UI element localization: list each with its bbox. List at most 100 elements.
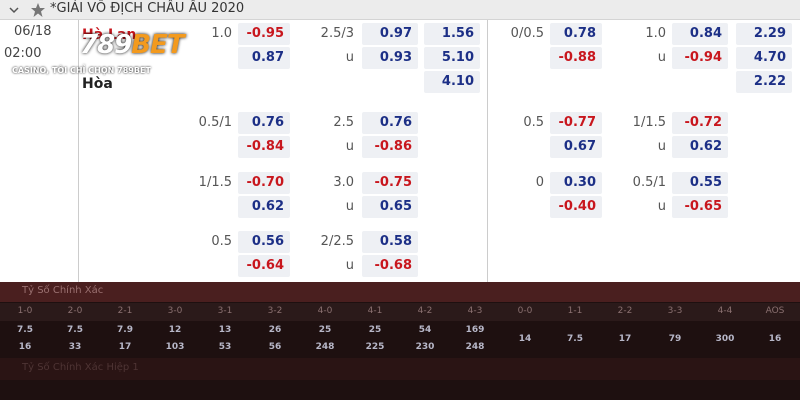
over-odds[interactable]: 0.55 (672, 172, 728, 194)
score-odds: 12 (168, 325, 182, 335)
score-label: 1-0 (17, 306, 33, 316)
total-line: 2.5/3 (320, 26, 354, 41)
half-divider (487, 20, 488, 282)
under-label: u (657, 139, 666, 154)
home-odds[interactable]: 0.76 (238, 112, 290, 134)
1x2-odds[interactable]: 2.29 (736, 23, 792, 45)
score-row (0, 303, 800, 321)
star-icon[interactable] (30, 2, 46, 18)
away-odds[interactable]: -0.84 (238, 136, 290, 158)
score-label: 4-3 (467, 306, 483, 316)
over-odds[interactable]: 0.76 (362, 112, 418, 134)
handicap-line: 1/1.5 (198, 175, 232, 190)
under-odds[interactable]: -0.65 (672, 196, 728, 218)
score-odds: 79 (668, 334, 682, 344)
score-odds: 169 (465, 325, 485, 335)
home-odds[interactable]: 0.30 (550, 172, 602, 194)
score-label: 2-1 (117, 306, 133, 316)
score-label: 4-0 (317, 306, 333, 316)
home-odds[interactable]: 0.56 (238, 231, 290, 253)
total-line: 1.0 (645, 26, 666, 41)
under-label: u (657, 199, 666, 214)
score-label: 3-3 (667, 306, 683, 316)
score-odds: 25 (368, 325, 382, 335)
away-odds[interactable]: 0.87 (238, 47, 290, 69)
away-odds[interactable]: -0.40 (550, 196, 602, 218)
total-line: 1/1.5 (632, 115, 666, 130)
1x2-odds[interactable]: 5.10 (424, 47, 480, 69)
logo-number: 789 (80, 30, 132, 60)
score-odds: 17 (118, 342, 132, 352)
score-odds: 7.5 (17, 325, 33, 335)
score-odds: 248 (465, 342, 485, 352)
score-odds: 230 (415, 342, 435, 352)
under-label: u (345, 139, 354, 154)
match-time: 02:00 (4, 46, 42, 61)
score-label: 3-2 (267, 306, 283, 316)
away-odds[interactable]: -0.88 (550, 47, 602, 69)
home-odds[interactable]: -0.77 (550, 112, 602, 134)
score-odds: 16 (768, 334, 782, 344)
score-odds: 17 (618, 334, 632, 344)
score-odds: 7.9 (117, 325, 133, 335)
over-odds[interactable]: 0.58 (362, 231, 418, 253)
score-odds: 56 (268, 342, 282, 352)
score-label: 2-0 (67, 306, 83, 316)
away-odds[interactable]: 0.67 (550, 136, 602, 158)
home-odds[interactable]: -0.70 (238, 172, 290, 194)
under-odds[interactable]: 0.65 (362, 196, 418, 218)
under-odds[interactable]: -0.94 (672, 47, 728, 69)
under-odds[interactable]: 0.62 (672, 136, 728, 158)
under-label: u (345, 258, 354, 273)
over-odds[interactable]: 0.97 (362, 23, 418, 45)
league-header: *GIẢI VÔ ĐỊCH CHÂU ÂU 2020 (0, 0, 800, 20)
score-label: AOS (765, 306, 785, 316)
away-odds[interactable]: 0.62 (238, 196, 290, 218)
under-label: u (345, 199, 354, 214)
1x2-odds[interactable]: 2.22 (736, 71, 792, 93)
score-label: 0-0 (517, 306, 533, 316)
first-half-title: Tỷ Số Chính Xác Hiệp 1 (22, 362, 139, 373)
score-odds: 25 (318, 325, 332, 335)
draw-label: Hòa (82, 76, 113, 92)
home-odds[interactable]: -0.95 (238, 23, 290, 45)
under-odds[interactable]: -0.68 (362, 255, 418, 277)
logo-word: BET (131, 30, 184, 60)
score-odds: 13 (218, 325, 232, 335)
under-odds[interactable]: 0.93 (362, 47, 418, 69)
over-odds[interactable]: 0.84 (672, 23, 728, 45)
score-odds: 103 (165, 342, 185, 352)
first-half-header: Tỷ Số Chính Xác Hiệp 1 (0, 358, 800, 380)
score-odds: 7.5 (567, 334, 583, 344)
1x2-odds[interactable]: 1.56 (424, 23, 480, 45)
score-odds: 53 (218, 342, 232, 352)
handicap-line: 0.5 (523, 115, 544, 130)
column-divider (78, 20, 79, 282)
score-odds: 7.5 (67, 325, 83, 335)
score-label: 2-2 (617, 306, 633, 316)
logo: 789BET (80, 30, 185, 60)
away-odds[interactable]: -0.64 (238, 255, 290, 277)
over-odds[interactable]: -0.72 (672, 112, 728, 134)
1x2-odds[interactable]: 4.10 (424, 71, 480, 93)
over-odds[interactable]: -0.75 (362, 172, 418, 194)
score-odds: 54 (418, 325, 432, 335)
score-odds: 248 (315, 342, 335, 352)
league-title: *GIẢI VÔ ĐỊCH CHÂU ÂU 2020 (50, 1, 245, 16)
correct-score-title: Tỷ Số Chính Xác (22, 285, 104, 296)
collapse-icon[interactable] (8, 5, 20, 15)
score-label: 4-2 (417, 306, 433, 316)
total-line: 2.5 (333, 115, 354, 130)
score-odds: 14 (518, 334, 532, 344)
logo-slogan: CASINO, TÔI CHỈ CHỌN 789BET (12, 66, 151, 75)
score-label: 4-4 (717, 306, 733, 316)
1x2-odds[interactable]: 4.70 (736, 47, 792, 69)
home-odds[interactable]: 0.78 (550, 23, 602, 45)
score-odds: 300 (715, 334, 735, 344)
score-label: 1-1 (567, 306, 583, 316)
under-odds[interactable]: -0.86 (362, 136, 418, 158)
total-line: 2/2.5 (320, 234, 354, 249)
under-label: u (657, 50, 666, 65)
score-odds: 225 (365, 342, 385, 352)
